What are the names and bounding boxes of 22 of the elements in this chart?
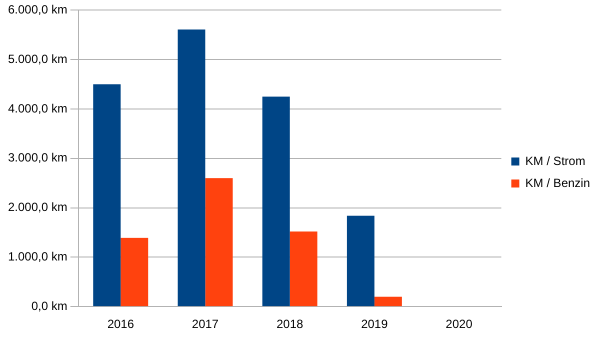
y-tick-label: 1.000,0 km — [8, 250, 68, 264]
bar — [346, 216, 374, 306]
bar — [178, 29, 206, 306]
y-tick-label: 6.000,0 km — [8, 2, 68, 17]
bar — [120, 238, 148, 306]
bar — [205, 178, 233, 306]
bar — [374, 296, 402, 306]
x-tick-label: 2020 — [446, 317, 473, 332]
legend-label: KM / Benzin — [525, 176, 590, 190]
bar — [93, 84, 121, 306]
x-tick-label: 2017 — [192, 317, 219, 332]
y-tick-label: 4.000,0 km — [8, 101, 68, 116]
x-tick-label: 2018 — [276, 317, 304, 332]
y-tick-label: 5.000,0 km — [8, 52, 68, 66]
bar — [262, 96, 290, 306]
y-tick-label: 2.000,0 km — [8, 200, 68, 214]
legend-label: KM / Strom — [525, 154, 586, 168]
y-tick-label: 0,0 km — [31, 298, 68, 313]
y-tick-label: 3.000,0 km — [8, 150, 68, 165]
bar — [290, 232, 318, 306]
x-tick-label: 2016 — [107, 317, 134, 332]
x-tick-label: 2019 — [361, 317, 388, 332]
